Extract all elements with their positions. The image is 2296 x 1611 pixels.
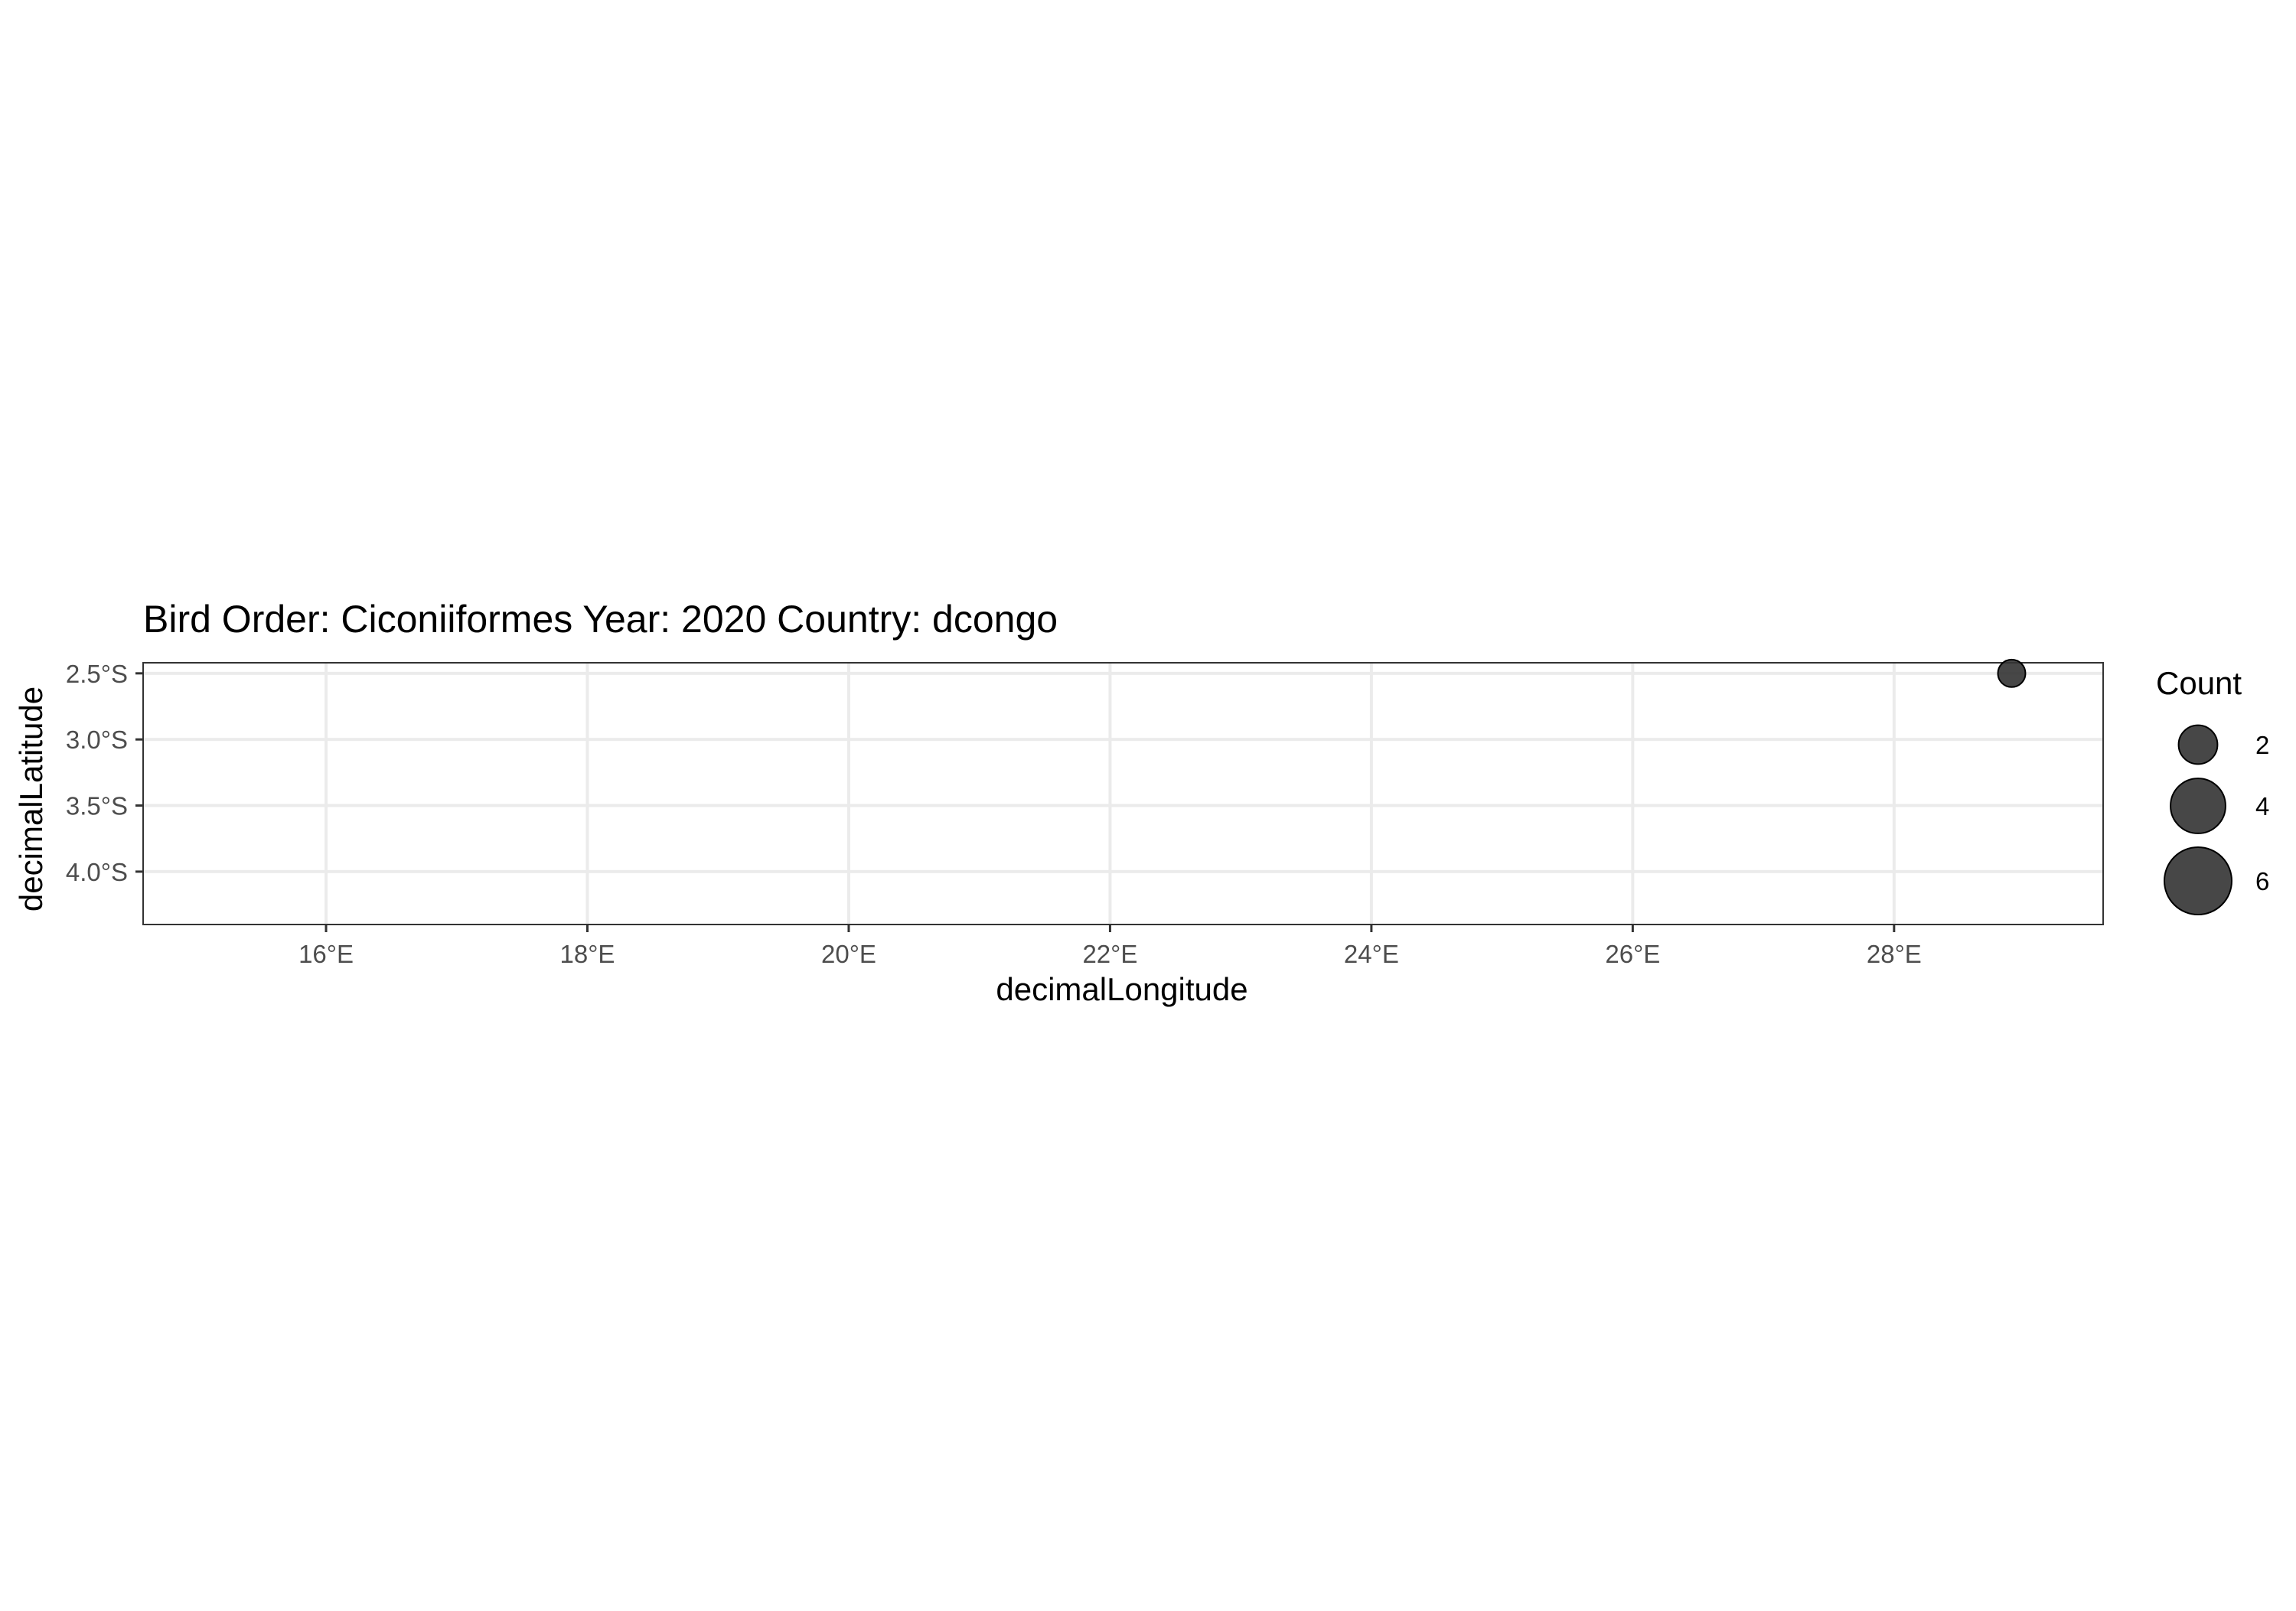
legend-key-circle (2164, 846, 2232, 915)
y-tick-label: 2.5°S (66, 660, 128, 688)
chart-title: Bird Order: Ciconiiformes Year: 2020 Cou… (143, 598, 1058, 641)
y-tick-label: 3.0°S (66, 726, 128, 754)
y-axis: 2.5°S 3.0°S 3.5°S 4.0°S (66, 660, 143, 886)
x-tick-label: 24°E (1344, 940, 1399, 968)
legend-key-label: 4 (2255, 792, 2269, 820)
y-axis-title: decimalLatitude (13, 686, 49, 911)
panel-border (142, 662, 2104, 925)
x-tick-label: 18°E (560, 940, 615, 968)
legend-key-circle (2177, 724, 2219, 765)
size-legend: Count 2 4 6 (2156, 665, 2269, 915)
points-layer (1997, 658, 2027, 688)
panel-background (143, 663, 2103, 925)
data-point (1997, 658, 2027, 688)
x-tick-label: 26°E (1605, 940, 1660, 968)
y-tick-label: 4.0°S (66, 858, 128, 886)
legend-title: Count (2156, 665, 2242, 701)
y-tick-label: 3.5°S (66, 792, 128, 820)
legend-key-label: 6 (2255, 867, 2269, 895)
x-tick-label: 16°E (298, 940, 354, 968)
legend-key-label: 2 (2255, 731, 2269, 759)
legend-key-circle (2170, 778, 2226, 834)
x-tick-label: 28°E (1867, 940, 1922, 968)
x-tick-label: 22°E (1082, 940, 1137, 968)
x-tick-label: 20°E (821, 940, 876, 968)
x-axis: 16°E 18°E 20°E 22°E 24°E 26°E 28°E (298, 925, 1922, 968)
x-axis-title: decimalLongitude (996, 971, 1247, 1007)
plot-panel (142, 662, 2104, 925)
